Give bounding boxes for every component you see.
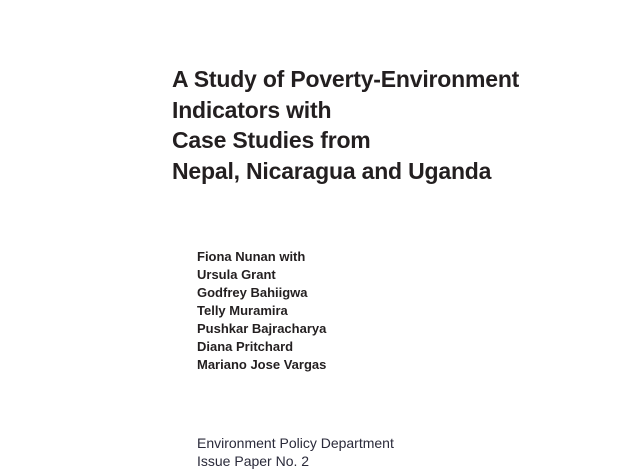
author: Godfrey Bahiigwa bbox=[197, 285, 308, 300]
author: Telly Muramira bbox=[197, 303, 288, 318]
department: Environment Policy Department bbox=[197, 435, 394, 451]
title-line: Indicators with bbox=[172, 96, 332, 123]
document-title: A Study of Poverty-Environment Indicator… bbox=[172, 64, 519, 186]
author: Pushkar Bajracharya bbox=[197, 321, 327, 336]
author: Diana Pritchard bbox=[197, 339, 294, 354]
issue-paper-number: Issue Paper No. 2 bbox=[197, 453, 310, 469]
title-line: Case Studies from bbox=[172, 127, 371, 153]
author-list: Fiona Nunan with Ursula Grant Godfrey Ba… bbox=[197, 248, 326, 374]
title-line: Nepal, Nicaragua and Uganda bbox=[172, 157, 492, 184]
author: Mariano Jose Vargas bbox=[197, 357, 327, 372]
title-line: A Study of Poverty-Environment bbox=[172, 66, 520, 92]
author: Fiona Nunan with bbox=[197, 249, 306, 264]
author: Ursula Grant bbox=[197, 267, 276, 282]
